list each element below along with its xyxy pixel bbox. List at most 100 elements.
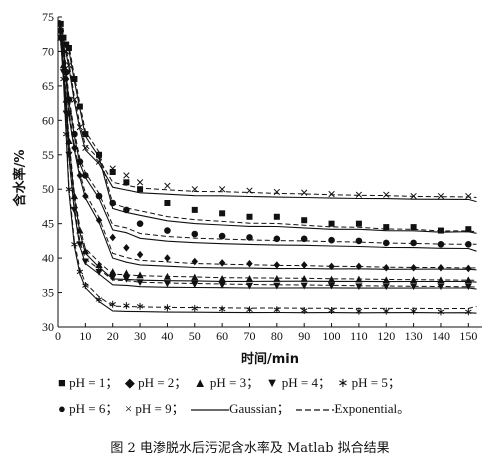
x-tick-label-80: 80 — [271, 329, 283, 343]
point-pH-9-7 — [95, 158, 103, 165]
point-pH-5-10 — [136, 302, 144, 310]
point-pH-2-2 — [63, 75, 70, 83]
point-pH-1-5 — [76, 103, 83, 110]
point-pH-9-15 — [273, 188, 280, 196]
x-tick-label-150: 150 — [459, 329, 477, 343]
point-pH-4-12 — [191, 281, 199, 289]
point-pH-5-13 — [218, 305, 226, 313]
point-pH-6-17 — [328, 236, 335, 244]
point-pH-9-12 — [191, 186, 198, 193]
point-pH-4-5 — [76, 241, 84, 249]
point-pH-1-16 — [301, 217, 308, 224]
point-pH-2-4 — [71, 144, 78, 152]
point-pH-6-6 — [82, 172, 89, 179]
x-axis-label: 时间/min — [241, 351, 299, 367]
point-pH-2-17 — [328, 262, 335, 271]
point-pH-4-9 — [122, 275, 130, 283]
point-pH-5-3 — [65, 185, 73, 193]
point-pH-4-11 — [163, 280, 172, 288]
exponential-fit-pH-1 — [58, 19, 477, 233]
point-pH-4-13 — [218, 281, 226, 289]
point-pH-6-22 — [465, 241, 472, 248]
x-tick-label-10: 10 — [79, 329, 91, 343]
point-pH-1-22 — [465, 226, 472, 233]
y-tick-label-55: 55 — [42, 148, 54, 162]
point-pH-9-22 — [465, 192, 472, 200]
gaussian-fit-pH-2 — [58, 20, 477, 271]
point-pH-5-8 — [109, 300, 116, 308]
point-pH-2-15 — [273, 261, 281, 269]
point-pH-1-1 — [60, 34, 67, 41]
gaussian-fit-pH-1 — [58, 20, 477, 234]
point-pH-6-10 — [136, 220, 144, 227]
point-pH-5-9 — [123, 302, 130, 310]
point-pH-5-15 — [273, 306, 281, 314]
point-pH-6-2 — [62, 68, 70, 76]
point-pH-9-11 — [164, 182, 171, 189]
point-pH-6-5 — [76, 158, 84, 165]
point-pH-3-14 — [245, 274, 254, 282]
point-pH-1-11 — [164, 200, 171, 206]
point-pH-9-9 — [123, 172, 130, 179]
point-pH-1-12 — [191, 206, 198, 213]
point-pH-2-1 — [60, 47, 67, 56]
point-pH-3-16 — [300, 274, 308, 282]
point-pH-5-1 — [60, 75, 67, 83]
y-tick-label-30: 30 — [42, 320, 54, 334]
point-pH-2-22 — [465, 264, 472, 273]
x-tick-label-90: 90 — [298, 329, 310, 343]
point-pH-3-21 — [437, 276, 445, 284]
point-pH-9-21 — [437, 192, 445, 200]
point-pH-6-3 — [65, 96, 73, 103]
point-pH-9-10 — [136, 179, 144, 186]
point-pH-9-14 — [246, 187, 253, 194]
point-pH-2-12 — [191, 257, 198, 266]
point-pH-3-4 — [70, 192, 79, 200]
x-tick-label-130: 130 — [405, 329, 423, 343]
point-pH-5-18 — [355, 307, 363, 315]
point-pH-2-21 — [437, 263, 445, 272]
point-pH-6-7 — [95, 192, 103, 200]
point-pH-5-22 — [465, 308, 472, 316]
dashed-line-icon — [296, 409, 335, 411]
point-pH-5-4 — [71, 240, 78, 248]
point-pH-1-3 — [65, 45, 72, 51]
legend-item-ph5: ∗ pH = 5； — [337, 375, 401, 390]
point-pH-1-20 — [410, 224, 417, 231]
y-tick-label-60: 60 — [42, 113, 54, 127]
point-pH-1-8 — [109, 169, 116, 175]
legend-item-ph4: ▼ pH = 4； — [265, 375, 331, 390]
gaussian-fit-pH-6 — [58, 20, 477, 252]
x-tick-label-60: 60 — [216, 329, 228, 343]
point-pH-6-8 — [109, 199, 117, 207]
point-pH-1-18 — [355, 220, 362, 227]
legend-item-exponential: Exponential。 — [296, 398, 410, 417]
point-pH-5-0 — [57, 34, 64, 42]
legend-exponential-label: Exponential。 — [334, 401, 411, 416]
legend-item-ph1: ■ pH = 1； — [58, 375, 119, 390]
point-pH-2-13 — [218, 259, 226, 267]
point-pH-9-5 — [76, 124, 84, 131]
legend-item-ph3: ▲ pH = 3； — [193, 375, 260, 390]
point-pH-1-7 — [96, 151, 103, 158]
point-pH-4-20 — [410, 283, 418, 291]
point-pH-3-12 — [191, 273, 199, 281]
point-pH-1-17 — [328, 220, 335, 227]
point-pH-2-14 — [246, 259, 253, 268]
point-pH-3-3 — [65, 137, 73, 144]
point-pH-9-6 — [82, 144, 89, 152]
point-pH-3-7 — [95, 261, 103, 268]
point-pH-3-20 — [410, 276, 418, 284]
point-pH-3-5 — [76, 226, 84, 234]
point-pH-5-17 — [328, 306, 335, 314]
point-pH-3-8 — [109, 268, 117, 275]
point-pH-6-13 — [218, 232, 226, 240]
point-pH-1-15 — [273, 213, 280, 220]
y-tick-label-70: 70 — [42, 44, 54, 58]
point-pH-1-14 — [246, 213, 253, 220]
point-pH-3-10 — [136, 271, 144, 279]
y-tick-label-45: 45 — [42, 217, 54, 231]
x-tick-label-50: 50 — [189, 329, 201, 343]
point-pH-6-15 — [273, 235, 281, 243]
